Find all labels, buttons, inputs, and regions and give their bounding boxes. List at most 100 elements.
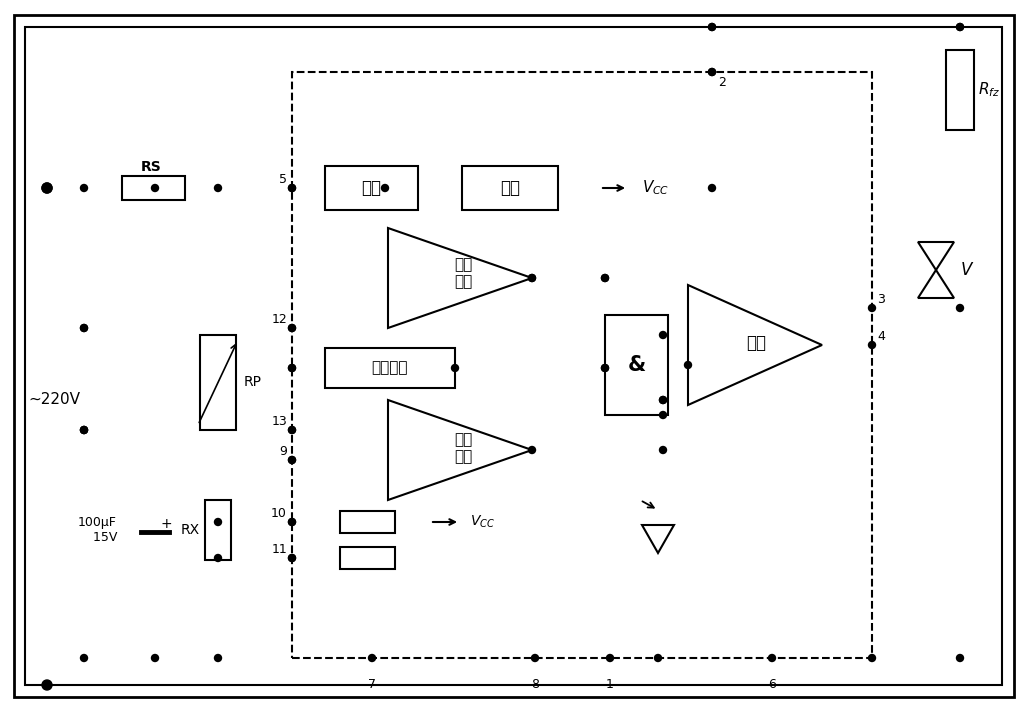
Circle shape [655, 654, 661, 661]
Circle shape [708, 23, 715, 30]
Circle shape [289, 457, 295, 464]
Circle shape [289, 184, 295, 191]
Circle shape [215, 184, 221, 191]
Circle shape [708, 69, 715, 75]
Circle shape [708, 69, 715, 75]
Circle shape [685, 362, 692, 369]
Text: 11: 11 [271, 543, 287, 556]
Circle shape [215, 654, 221, 661]
Text: RX: RX [181, 523, 200, 537]
Text: 限幅: 限幅 [362, 179, 381, 197]
Circle shape [80, 427, 87, 433]
Circle shape [289, 518, 295, 525]
Circle shape [708, 184, 715, 191]
Circle shape [607, 654, 614, 661]
Circle shape [80, 325, 87, 332]
Text: 过零
检测: 过零 检测 [454, 257, 472, 289]
Polygon shape [688, 285, 822, 405]
Polygon shape [918, 270, 954, 298]
Bar [292, 72, 872, 658]
Circle shape [660, 411, 666, 418]
Circle shape [956, 23, 963, 30]
Circle shape [151, 654, 158, 661]
Circle shape [289, 325, 295, 332]
Circle shape [42, 183, 52, 193]
Text: 5: 5 [279, 173, 287, 186]
Text: 8: 8 [531, 678, 539, 691]
Text: 4: 4 [877, 330, 885, 343]
Circle shape [601, 274, 609, 281]
Circle shape [660, 396, 666, 403]
Text: 12: 12 [271, 313, 287, 326]
Text: &: & [627, 355, 646, 375]
Circle shape [289, 427, 295, 433]
Circle shape [289, 554, 295, 562]
Circle shape [381, 184, 389, 191]
Bar [325, 166, 418, 210]
Text: 1: 1 [607, 678, 614, 691]
Text: RS: RS [141, 160, 161, 174]
Text: ~220V: ~220V [28, 393, 80, 408]
Circle shape [289, 427, 295, 433]
Bar [205, 500, 231, 560]
Circle shape [80, 325, 87, 332]
Circle shape [80, 654, 87, 661]
Circle shape [869, 304, 876, 311]
Text: 9: 9 [280, 445, 287, 458]
Bar [122, 176, 185, 200]
Circle shape [289, 518, 295, 525]
Circle shape [151, 184, 158, 191]
Circle shape [42, 680, 52, 690]
Text: +: + [160, 517, 172, 531]
Bar [462, 166, 558, 210]
Bar [325, 348, 455, 388]
Text: 驱动: 驱动 [746, 334, 766, 352]
Text: 保护电路: 保护电路 [372, 360, 408, 376]
Circle shape [451, 364, 458, 372]
Circle shape [769, 654, 775, 661]
Text: 6: 6 [768, 678, 776, 691]
Circle shape [956, 304, 963, 311]
Circle shape [289, 554, 295, 562]
Circle shape [869, 342, 876, 349]
Circle shape [80, 184, 87, 191]
Text: 开关
放大: 开关 放大 [454, 432, 472, 464]
Bar [200, 335, 236, 430]
Circle shape [289, 184, 295, 191]
Circle shape [601, 274, 609, 281]
Circle shape [289, 457, 295, 464]
Text: $R_{fz}$: $R_{fz}$ [978, 81, 1000, 99]
Text: 7: 7 [368, 678, 376, 691]
Circle shape [215, 554, 221, 562]
Text: 10: 10 [271, 507, 287, 520]
Circle shape [289, 364, 295, 372]
Text: RP: RP [244, 376, 262, 389]
Circle shape [80, 427, 87, 433]
Bar [605, 315, 668, 415]
Circle shape [528, 274, 536, 281]
Polygon shape [918, 242, 954, 270]
Polygon shape [642, 525, 674, 553]
Text: $V_{CC}$: $V_{CC}$ [642, 179, 669, 197]
Bar [340, 547, 395, 569]
Circle shape [708, 23, 715, 30]
Circle shape [531, 654, 539, 661]
Circle shape [289, 364, 295, 372]
Circle shape [528, 447, 536, 454]
Circle shape [869, 654, 876, 661]
Bar [340, 511, 395, 533]
Bar [946, 50, 974, 130]
Circle shape [368, 654, 375, 661]
Circle shape [289, 325, 295, 332]
Circle shape [956, 654, 963, 661]
Circle shape [601, 364, 609, 372]
Circle shape [660, 332, 666, 338]
Polygon shape [388, 400, 533, 500]
Text: 电源: 电源 [500, 179, 520, 197]
Text: V: V [961, 261, 972, 279]
Text: 100μF
  15V: 100μF 15V [78, 516, 117, 544]
Circle shape [528, 274, 536, 281]
Text: 13: 13 [271, 415, 287, 428]
Text: $V_{CC}$: $V_{CC}$ [470, 514, 495, 530]
Text: 3: 3 [877, 293, 885, 306]
